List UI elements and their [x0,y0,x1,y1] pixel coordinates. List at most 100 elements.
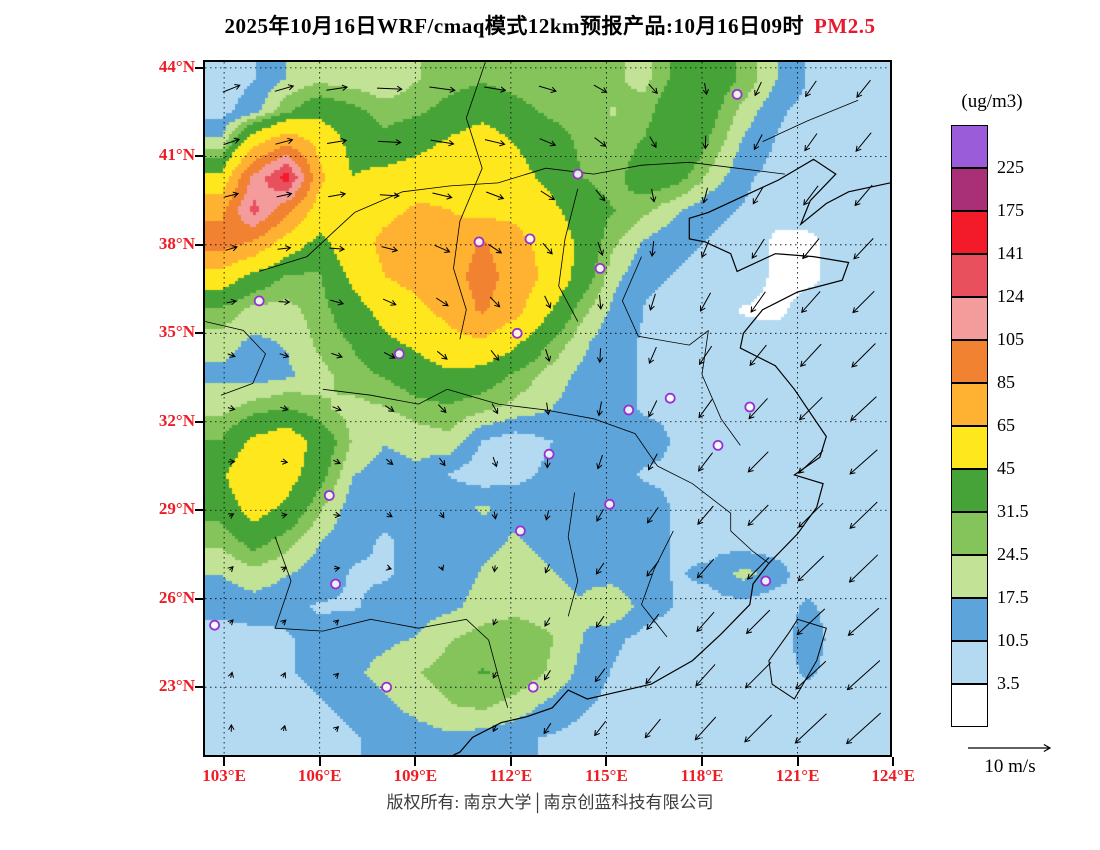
wind-arrow [544,349,552,363]
wind-arrow [698,399,713,419]
wind-arrow [276,191,293,198]
wind-arrow [849,449,878,475]
wind-arrow [542,242,553,255]
wind-arrow [492,671,499,679]
wind-arrow [856,79,871,98]
wind-arrow [593,84,608,93]
wind-arrow [227,351,236,358]
colorbar-box [951,512,988,555]
wind-arrow [333,511,342,519]
wind-arrow [796,608,826,636]
wind-arrow [848,554,879,583]
province-boundary [354,161,785,213]
lat-axis-label: 23°N [158,676,195,696]
colorbar-box [951,555,988,598]
city-marker [744,401,756,413]
taiwan-outline [768,618,827,700]
colorbar-box [951,641,988,684]
wind-arrow [646,613,660,631]
wind-arrow [745,609,771,635]
province-boundary [657,465,732,531]
wind-arrow [540,190,556,201]
wind-arrow [597,294,604,310]
city-marker [594,262,606,274]
wind-arrow [544,295,552,309]
colorbar-level-label: 225 [997,157,1024,177]
wind-arrow [224,191,240,198]
wind-arrow [596,508,604,522]
wind-arrow [750,291,766,313]
colorbar-level-label: 105 [997,329,1024,349]
wind-arrow [795,660,827,690]
coastline [453,158,890,755]
province-boundary [259,212,355,272]
wind-arrow [747,504,769,527]
wind-arrow [384,405,395,412]
province-boundary [322,388,448,405]
wind-arrow [228,723,235,732]
wind-arrow [748,398,768,420]
city-marker [760,575,772,587]
colorbar-box [951,211,988,254]
wind-arrow [752,186,764,205]
wind-arrow [280,458,289,465]
wind-arrow [432,192,453,200]
lon-axis-label: 112°E [489,766,533,785]
colorbar-level-label: 141 [997,243,1024,263]
wind-arrow [438,564,445,572]
map-overlay-svg [205,62,890,755]
wind-arrow [702,82,709,96]
wind-arrow [279,352,290,359]
wind-arrow [544,563,551,574]
city-marker [527,681,539,693]
wind-arrow [274,84,295,92]
wind-arrow [332,672,340,679]
wind-arrow [797,555,825,582]
lat-axis-label: 26°N [158,587,195,607]
wind-arrow [438,457,446,467]
province-boundary [730,530,770,564]
wind-arrow [429,86,456,93]
wind-arrow [700,292,712,312]
wind-arrow [798,396,823,421]
colorbar-box [951,125,988,168]
wind-arrow [798,502,824,528]
wind-arrow [484,86,507,93]
wind-arrow [491,403,499,415]
wind-arrow [594,668,606,683]
wind-arrow [596,401,603,417]
wind-arrow [747,451,769,473]
wind-arrow [794,713,827,744]
wind-arrow [328,191,347,198]
lon-axis-label: 115°E [585,766,628,785]
wind-arrow [437,404,447,414]
city-marker [381,681,393,693]
wind-arrow [280,724,287,732]
colorbar-level-label: 45 [997,458,1015,478]
wind-arrow [492,725,499,733]
colorbar-level-label: 31.5 [997,501,1029,521]
wind-arrow [746,557,770,580]
lat-axis-label: 32°N [158,410,195,430]
city-marker [664,392,676,404]
wind-arrow [853,238,874,260]
city-marker [712,439,724,451]
wind-arrow [538,85,557,93]
colorbar-level-label: 65 [997,415,1015,435]
wind-arrow [489,296,501,308]
wind-arrow [749,344,767,367]
lat-axis-tick [195,597,204,600]
wind-arrow [484,139,506,147]
wind-arrow [744,661,772,689]
wind-arrow [801,291,821,314]
wind-arrow [491,456,498,468]
wind-arrow [845,712,882,745]
wind-arrow [436,350,448,360]
wind-arrow [697,452,713,472]
wind-arrow [650,188,657,203]
lat-axis-label: 35°N [158,322,195,342]
wind-arrow [850,396,877,422]
wind-arrow [596,454,603,470]
wind-arrow [227,671,234,678]
